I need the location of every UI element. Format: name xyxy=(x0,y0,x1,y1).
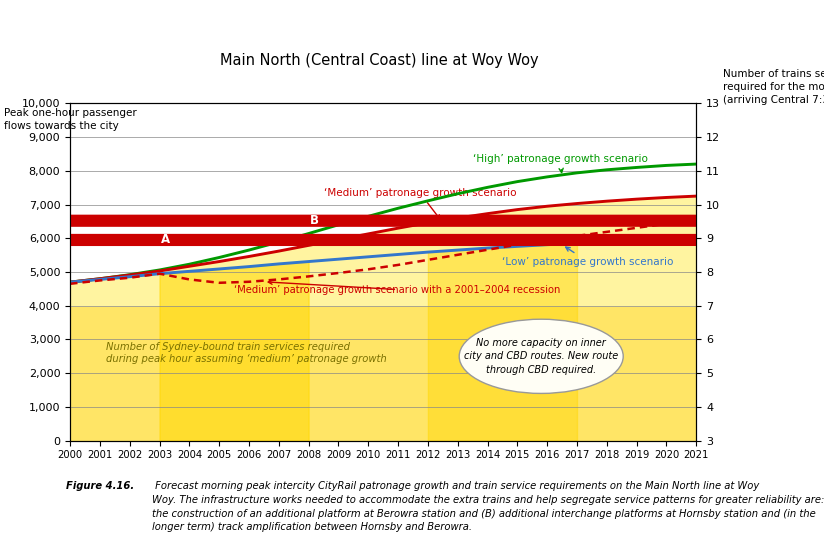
Text: A: A xyxy=(161,233,170,246)
Text: B: B xyxy=(310,214,319,227)
Text: ‘High’ patronage growth scenario: ‘High’ patronage growth scenario xyxy=(473,154,648,172)
Text: A: A xyxy=(0,543,1,544)
Circle shape xyxy=(0,234,824,245)
Circle shape xyxy=(0,215,824,226)
Circle shape xyxy=(0,234,824,245)
Circle shape xyxy=(0,215,824,226)
Text: No more capacity on inner
city and CBD routes. New route
through CBD required.: No more capacity on inner city and CBD r… xyxy=(464,338,618,374)
Text: Number of Sydney-bound train services required
during peak hour assuming ‘medium: Number of Sydney-bound train services re… xyxy=(105,342,386,364)
Text: Forecast morning peak intercity CityRail patronage growth and train service requ: Forecast morning peak intercity CityRail… xyxy=(152,481,824,532)
Text: ‘Low’ patronage growth scenario: ‘Low’ patronage growth scenario xyxy=(503,247,674,267)
Text: ‘Medium’ patronage growth scenario with a 2001–2004 recession: ‘Medium’ patronage growth scenario with … xyxy=(234,280,560,294)
Text: Peak one-hour passenger
flows towards the city: Peak one-hour passenger flows towards th… xyxy=(4,108,137,131)
Text: ‘Medium’ patronage growth scenario: ‘Medium’ patronage growth scenario xyxy=(324,188,516,219)
Text: Figure 4.16.: Figure 4.16. xyxy=(66,481,134,491)
Text: B: B xyxy=(0,543,1,544)
Text: Main North (Central Coast) line at Woy Woy: Main North (Central Coast) line at Woy W… xyxy=(220,53,538,68)
Text: Number of trains services
required for the morning peak hour
(arriving Central 7: Number of trains services required for t… xyxy=(723,69,824,105)
Ellipse shape xyxy=(459,319,623,393)
